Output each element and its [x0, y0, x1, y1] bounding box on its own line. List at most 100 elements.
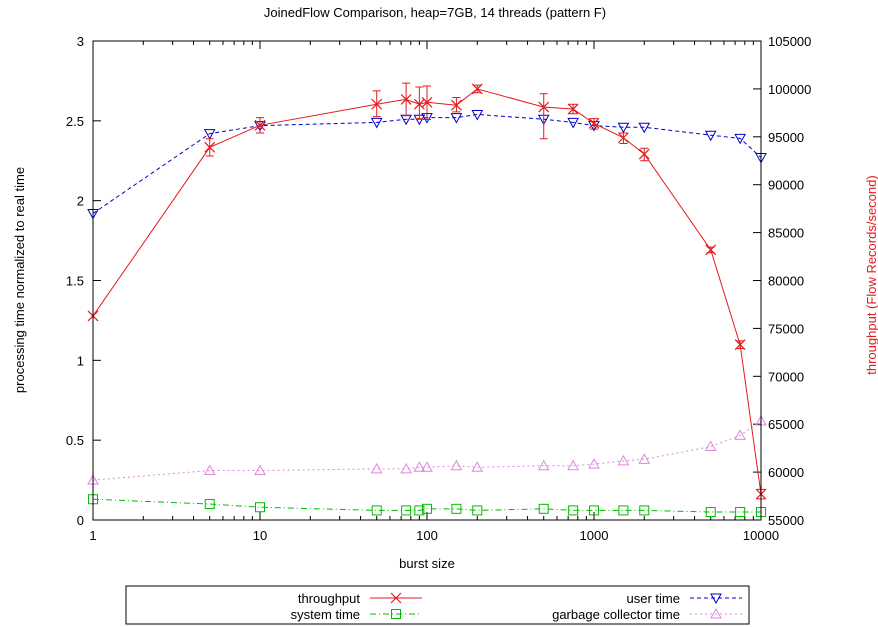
data-point [203, 129, 216, 140]
data-point [204, 499, 215, 510]
y-left-tick-label: 2.5 [66, 114, 84, 129]
series-throughput [87, 82, 767, 500]
x-tick-label: 10 [253, 528, 267, 543]
legend-label: throughput [298, 591, 361, 606]
data-point [421, 96, 433, 108]
legend-label: system time [291, 607, 360, 622]
y-left-tick-label: 3 [77, 34, 84, 49]
data-point [204, 141, 216, 153]
legend-marker [390, 592, 402, 604]
legend-marker [710, 593, 722, 605]
data-point [413, 98, 425, 110]
data-point [704, 130, 717, 142]
data-point [617, 122, 630, 134]
y-right-tick-label: 65000 [768, 417, 804, 432]
series-line [92, 88, 762, 495]
legend-label: user time [627, 591, 680, 606]
data-point [588, 117, 600, 129]
y-right-tick-label: 70000 [768, 369, 804, 384]
series-line [92, 420, 762, 481]
series-line [92, 113, 762, 214]
y-axis-left-label: processing time normalized to real time [12, 167, 27, 393]
data-point [638, 122, 651, 134]
data-point [735, 507, 746, 518]
data-point [705, 244, 717, 256]
error-bar [539, 93, 548, 140]
error-bar [415, 86, 424, 120]
y-right-tick-label: 55000 [768, 513, 804, 528]
data-point [538, 503, 549, 514]
data-point [537, 459, 550, 471]
y-right-tick-label: 80000 [768, 274, 804, 289]
data-point [421, 461, 433, 472]
y-left-tick-label: 1 [77, 353, 84, 368]
data-point [734, 133, 746, 145]
x-tick-label: 1 [89, 528, 96, 543]
x-tick-label: 10000 [743, 528, 779, 543]
legend-marker [391, 609, 401, 619]
data-point [255, 502, 265, 513]
x-tick-label: 1000 [580, 528, 609, 543]
data-point [568, 505, 579, 516]
series-user-time [87, 109, 767, 220]
data-point [370, 462, 383, 474]
data-point [254, 119, 266, 131]
data-point [400, 94, 412, 105]
y-right-tick-label: 105000 [768, 34, 811, 49]
series-line [92, 498, 761, 513]
data-point [450, 99, 462, 111]
y-axis-right-label: throughput (Flow Records/second) [864, 175, 878, 374]
data-point [471, 83, 483, 95]
y-left-tick-label: 0.5 [66, 433, 84, 448]
data-point [567, 459, 579, 471]
data-point [400, 462, 412, 474]
y-left-tick-label: 1.5 [66, 274, 84, 289]
y-left-tick-label: 2 [77, 194, 84, 209]
series-layer [87, 82, 767, 518]
data-point [413, 461, 426, 472]
x-tick-label: 100 [416, 528, 438, 543]
data-point [617, 132, 629, 144]
data-point [451, 503, 462, 514]
data-point [567, 117, 579, 129]
y-right-tick-label: 60000 [768, 465, 804, 480]
y-right-tick-label: 95000 [768, 130, 804, 145]
x-axis-label: burst size [399, 556, 455, 571]
legend: throughput user time system time garbage co… [125, 585, 750, 625]
data-point [371, 505, 382, 516]
data-point [203, 464, 216, 476]
data-point [588, 458, 600, 469]
plot-frame [92, 40, 762, 521]
data-point [567, 103, 579, 115]
data-point [589, 505, 599, 516]
y-left-tick-label: 0 [77, 513, 84, 528]
data-point [471, 109, 484, 121]
data-point [254, 464, 266, 476]
axes-ticks: 1 10 100 1000 1000000.511.522.53550006000065… [66, 34, 811, 543]
data-point [472, 505, 483, 516]
data-point [734, 339, 746, 351]
chart-title: JoinedFlow Comparison, heap=7GB, 14 thre… [264, 5, 606, 20]
data-point [704, 440, 717, 452]
y-right-tick-label: 75000 [768, 321, 804, 336]
data-point [401, 505, 412, 516]
data-point [734, 429, 746, 440]
data-point [422, 503, 432, 514]
data-point [618, 505, 629, 516]
data-point [414, 505, 425, 516]
data-point [471, 461, 484, 472]
data-point [617, 454, 630, 466]
series-garbage-collector-time [87, 414, 767, 485]
y-right-tick-label: 85000 [768, 226, 804, 241]
y-right-tick-label: 90000 [768, 178, 804, 193]
series-system-time [88, 494, 766, 518]
data-point [450, 459, 463, 471]
data-point [638, 453, 651, 464]
data-point [371, 98, 383, 110]
data-point [370, 117, 383, 129]
legend-label: garbage collector time [552, 607, 680, 622]
y-right-tick-label: 100000 [768, 82, 811, 97]
data-point [705, 507, 716, 518]
data-point [638, 148, 650, 160]
